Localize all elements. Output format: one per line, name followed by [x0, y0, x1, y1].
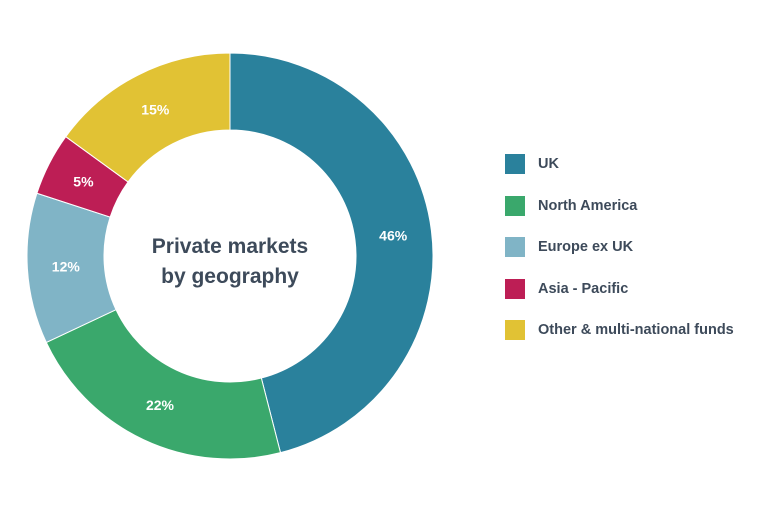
chart-title-line-1: Private markets [151, 235, 309, 258]
chart-title: Private markets by geography [120, 232, 340, 292]
slice-label-other-multi-national-funds: 15% [141, 101, 170, 117]
legend-label-europe-ex-uk: Europe ex UK [538, 239, 634, 255]
legend-item-other-multi-national-funds: Other & multi-national funds [505, 320, 734, 340]
legend-swatch-europe-ex-uk [505, 237, 525, 257]
legend-label-other-multi-national-funds: Other & multi-national funds [538, 322, 734, 338]
legend-swatch-north-america [505, 195, 525, 216]
slice-label-asia-pacific: 5% [73, 173, 94, 189]
slice-north-america [45, 308, 282, 460]
legend-item-europe-ex-uk: Europe ex UK [505, 237, 734, 257]
slice-other-multi-national-funds [65, 52, 231, 183]
legend-swatch-asia-pacific [505, 278, 525, 299]
legend-label-north-america: North America [538, 197, 638, 214]
slice-label-europe-ex-uk: 12% [52, 258, 81, 274]
legend-swatch-other-multi-national-funds [505, 320, 525, 340]
chart-title-line-2: by geography [161, 265, 299, 288]
legend-label-asia-pacific: Asia - Pacific [538, 280, 629, 297]
legend: UK North America Europe ex UK Asia - Pac… [505, 154, 734, 362]
legend-swatch-uk [505, 154, 525, 174]
slice-label-uk: 46% [379, 227, 408, 243]
legend-item-asia-pacific: Asia - Pacific [505, 278, 734, 299]
slice-label-north-america: 22% [146, 397, 175, 413]
slice-uk [229, 52, 434, 454]
legend-item-north-america: North America [505, 195, 734, 216]
legend-item-uk: UK [505, 154, 734, 174]
legend-label-uk: UK [538, 156, 559, 172]
